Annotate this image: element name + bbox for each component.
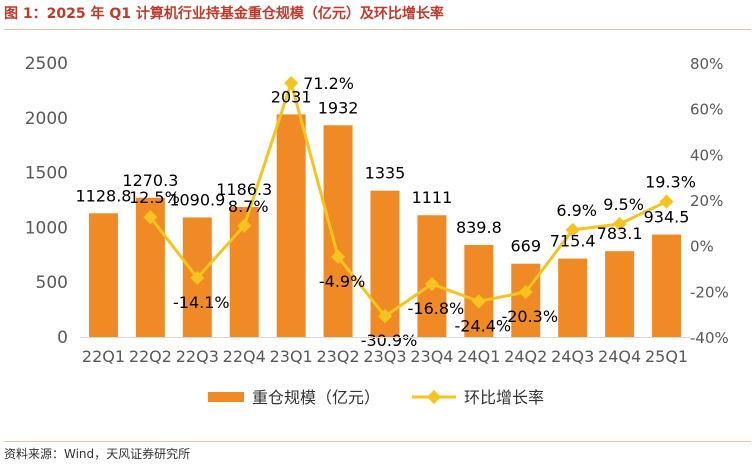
x-tick-label: 24Q2 — [504, 347, 547, 366]
line-data-label: 71.2% — [303, 74, 354, 93]
bar-data-label: 715.4 — [550, 232, 596, 251]
x-tick-label: 22Q4 — [223, 347, 266, 366]
x-tick-label: 23Q1 — [270, 347, 313, 366]
line-point — [190, 270, 205, 285]
legend-line-label: 环比增长率 — [464, 388, 544, 407]
y-right-tick-label: 80% — [690, 55, 723, 73]
line-point — [518, 284, 533, 300]
line-data-label: -24.4% — [455, 316, 512, 335]
right-axis: -40% -20% 0% 20% 40% 60% 80% — [690, 55, 729, 347]
legend-bar-label: 重仓规模（亿元） — [252, 388, 380, 407]
bar — [417, 215, 447, 337]
bar-data-label: 1270.3 — [122, 171, 178, 190]
bar-data-label: 1111 — [412, 188, 453, 207]
y-left-tick-label: 500 — [36, 273, 68, 293]
bar — [464, 244, 494, 337]
source-note: 资料来源：Wind，天风证券研究所 — [4, 447, 191, 461]
top-divider — [4, 29, 751, 30]
line-point — [377, 309, 393, 324]
y-right-tick-label: 0% — [690, 238, 714, 256]
line-point — [612, 216, 627, 232]
bottom-divider — [4, 441, 751, 442]
x-tick-label: 22Q2 — [129, 347, 172, 366]
bar-data-label: 1090.9 — [169, 190, 225, 209]
bar — [558, 258, 588, 337]
line-data-label: 9.5% — [603, 195, 644, 214]
bar-data-label: 839.8 — [456, 218, 502, 237]
y-left-tick-label: 0 — [57, 328, 68, 348]
bar — [652, 234, 682, 337]
x-tick-label: 23Q2 — [317, 347, 360, 366]
bar-data-label: 1186.3 — [216, 180, 272, 199]
growth-line — [149, 81, 668, 318]
line-data-label: -20.3% — [501, 307, 558, 326]
x-tick-label: 22Q3 — [176, 347, 219, 366]
y-right-tick-label: 60% — [690, 101, 723, 119]
line-data-label: 6.9% — [556, 201, 597, 220]
bar — [605, 251, 635, 337]
legend-line-marker — [426, 389, 442, 405]
line-point — [424, 276, 439, 292]
left-axis: 0 500 1000 1500 2000 2500 — [25, 54, 68, 348]
bar-data-label: 2031 — [271, 87, 312, 106]
line-point — [659, 194, 674, 209]
y-right-tick-label: -20% — [690, 283, 729, 301]
bar-data-label: 1335 — [365, 164, 406, 183]
line-data-label: 12.5% — [129, 188, 180, 207]
line-series — [143, 76, 674, 324]
line-data-labels: 12.5% -14.1% 8.7% 71.2% -4.9% -30.9% -16.8%-24… — [129, 74, 696, 350]
y-right-tick-label: 20% — [690, 192, 723, 210]
x-axis: 22Q1 22Q2 22Q3 22Q4 23Q1 23Q2 23Q3 23Q4 24Q1 24Q2… — [80, 337, 690, 366]
line-point — [237, 218, 252, 233]
x-tick-label: 22Q1 — [82, 347, 125, 366]
y-left-tick-label: 2000 — [25, 109, 68, 129]
legend-bar-swatch — [208, 392, 244, 402]
y-left-tick-label: 1000 — [25, 218, 68, 238]
bar-series — [88, 114, 682, 337]
line-data-label: 19.3% — [645, 173, 696, 192]
bar — [511, 263, 541, 337]
line-data-label: -4.9% — [319, 272, 365, 291]
bar — [88, 213, 118, 337]
legend: 重仓规模（亿元） 环比增长率 — [208, 388, 544, 407]
x-tick-label: 25Q1 — [645, 347, 688, 366]
bar-data-label: 669 — [510, 237, 541, 256]
line-data-label: -16.8% — [408, 299, 465, 318]
bar-data-label: 1932 — [318, 98, 359, 117]
x-tick-label: 23Q4 — [410, 347, 453, 366]
bar — [276, 114, 306, 337]
line-data-label: 8.7% — [228, 197, 269, 216]
y-right-tick-label: 40% — [690, 146, 723, 164]
bar-data-label: 934.5 — [644, 208, 690, 227]
line-data-label: -14.1% — [173, 293, 230, 312]
x-tick-label: 23Q3 — [363, 347, 406, 366]
bar — [323, 125, 353, 337]
x-tick-label: 24Q3 — [551, 347, 594, 366]
x-tick-label: 24Q4 — [598, 347, 641, 366]
bar-data-label: 1128.8 — [75, 186, 131, 205]
figure-title: 图 1：2025 年 Q1 计算机行业持基金重仓规模（亿元）及环比增长率 — [4, 6, 444, 22]
line-point — [471, 294, 486, 309]
line-data-label: -30.9% — [361, 331, 418, 350]
y-left-tick-label: 2500 — [25, 54, 68, 74]
line-point — [143, 210, 158, 225]
x-tick-label: 24Q1 — [457, 347, 500, 366]
y-right-tick-label: -40% — [690, 329, 729, 347]
line-point — [284, 76, 299, 91]
bar-data-label: 783.1 — [597, 224, 643, 243]
line-point — [565, 222, 580, 237]
line-point — [331, 249, 346, 264]
y-left-tick-label: 1500 — [25, 164, 68, 184]
